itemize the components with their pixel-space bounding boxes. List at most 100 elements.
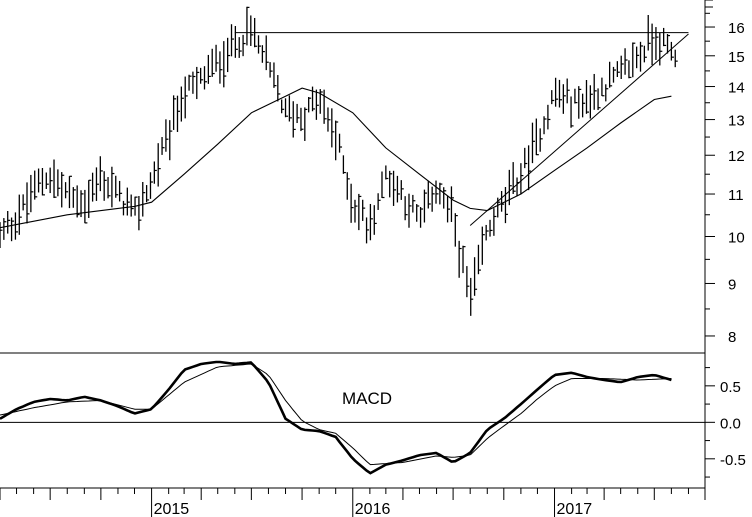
- ohlc-bar: [95, 167, 99, 201]
- ohlc-bar: [400, 180, 404, 200]
- ohlc-bar: [169, 120, 173, 161]
- ohlc-bar: [450, 186, 454, 222]
- ohlc-bar: [419, 207, 424, 228]
- ohlc-bar: [196, 66, 200, 100]
- ohlc-bar: [392, 170, 397, 206]
- ohlc-bar: [76, 185, 80, 218]
- ohlc-bar: [608, 61, 613, 88]
- ohlc-bar: [153, 161, 157, 184]
- ohlc-bar: [72, 187, 76, 208]
- ohlc-bar: [531, 122, 535, 164]
- macd-line: [0, 360, 672, 475]
- price-tick-label: 15: [728, 49, 745, 66]
- ohlc-bar: [130, 194, 134, 217]
- ohlc-bar: [257, 35, 262, 54]
- ohlc-bar: [234, 26, 238, 58]
- ohlc-bar: [292, 101, 296, 138]
- ohlc-bar: [589, 85, 593, 119]
- price-tick-label: 16: [728, 20, 745, 37]
- ohlc-bar: [323, 89, 327, 124]
- ohlc-bar: [26, 182, 30, 224]
- ohlc-bar: [261, 45, 265, 63]
- ohlc-bar: [635, 46, 640, 69]
- ohlc-bar: [215, 44, 219, 72]
- macd-panel: 0.5 0.0 -0.5 MACD: [0, 353, 746, 489]
- ohlc-bar: [454, 213, 458, 247]
- ohlc-bar: [628, 60, 632, 79]
- ohlc-bar: [446, 196, 451, 223]
- ohlc-bar: [184, 76, 188, 119]
- ohlc-bar: [111, 166, 115, 208]
- ohlc-bar: [551, 90, 555, 105]
- ohlc-bar: [91, 172, 96, 202]
- ohlc-bar: [605, 84, 609, 102]
- ohlc-bar: [489, 219, 493, 237]
- ohlc-bar: [342, 155, 346, 174]
- ohlc-bar: [53, 159, 57, 199]
- ohlc-bar: [666, 34, 671, 54]
- ohlc-bar: [524, 147, 528, 169]
- ohlc-bar: [7, 210, 11, 234]
- ohlc-bar: [115, 175, 119, 198]
- ohlc-bar: [37, 168, 42, 193]
- ohlc-bar: [242, 34, 246, 57]
- ohlc-bar: [223, 41, 227, 88]
- ohlc-bar: [373, 205, 377, 235]
- ohlc-bar: [354, 199, 358, 223]
- ohlc-bar: [3, 218, 7, 240]
- ohlc-bar: [238, 37, 242, 58]
- ohlc-bar: [543, 116, 547, 135]
- ohlc-bar: [358, 193, 362, 231]
- ohlc-bar: [651, 23, 655, 66]
- ohlc-bar: [539, 128, 543, 152]
- ohlc-bar: [99, 156, 103, 192]
- ohlc-bar: [593, 73, 597, 110]
- ohlc-bar: [230, 24, 235, 57]
- ohlc-bar: [458, 240, 462, 278]
- ohlc-bar: [18, 194, 22, 235]
- ohlc-bar: [473, 257, 478, 296]
- ohlc-bar: [49, 167, 53, 194]
- ohlc-bar: [22, 194, 26, 211]
- ohlc-bar: [362, 199, 366, 221]
- ohlc-bar: [311, 86, 316, 112]
- ohlc-bar: [227, 37, 231, 73]
- ohlc-bar: [61, 172, 65, 208]
- ohlc-bar: [439, 182, 443, 205]
- ohlc-bar: [246, 6, 250, 46]
- ohlc-bar: [103, 171, 107, 201]
- ohlc-bar: [624, 48, 628, 75]
- ohlc-bar: [350, 183, 354, 223]
- price-tick-label: 9: [728, 276, 736, 293]
- ohlc-bar: [612, 66, 616, 83]
- ohlc-bar: [663, 27, 667, 47]
- macd-tick-label: -0.5: [720, 452, 746, 469]
- macd-tick-label: 0.5: [720, 379, 741, 396]
- ohlc-bar: [416, 204, 420, 222]
- ohlc-bar: [161, 137, 165, 155]
- ohlc-bar: [30, 174, 34, 213]
- ohlc-bar: [281, 99, 285, 114]
- ohlc-bar: [203, 66, 207, 90]
- ohlc-bar: [199, 67, 204, 84]
- ohlc-bar: [180, 86, 184, 122]
- ohlc-bar: [219, 51, 223, 84]
- year-label: 2017: [557, 501, 593, 517]
- macd-label: MACD: [342, 389, 392, 408]
- ohlc-bar: [535, 118, 539, 156]
- ohlc-bar: [273, 62, 277, 88]
- ohlc-bar: [338, 133, 343, 153]
- ohlc-bar: [481, 226, 485, 265]
- price-y-ticks: 8 9 10 11 12 13 14 15 16: [705, 0, 745, 346]
- ohlc-bar: [477, 244, 481, 275]
- ohlc-bar: [304, 107, 308, 141]
- ohlc-bar: [145, 185, 150, 203]
- ohlc-bar: [643, 45, 647, 63]
- macd-signal-line: [0, 363, 672, 466]
- ohlc-bar: [369, 203, 373, 241]
- ohlc-bar: [632, 42, 636, 78]
- ohlc-bar: [10, 217, 15, 242]
- ohlc-bar: [659, 32, 663, 66]
- ohlc-bar: [308, 96, 312, 113]
- price-tick-label: 8: [728, 329, 736, 346]
